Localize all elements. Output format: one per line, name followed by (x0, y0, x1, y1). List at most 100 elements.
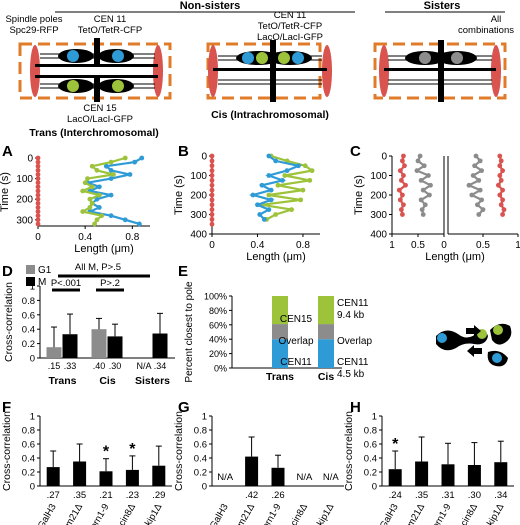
panel-b-x-tick-label: 0.8 (296, 240, 310, 251)
panel-c-x-tick-label: 0.5 (411, 240, 425, 251)
panel-f-y-tick-label: 1 (30, 412, 35, 423)
panel-c-series-gray-left-point (418, 177, 424, 183)
panel-letter-a: A (2, 143, 13, 160)
panel-f-y-tick-label: 0.8 (22, 426, 35, 437)
panel-c-y-tick-label: 400 (370, 230, 387, 241)
panel-a-series-red-point (35, 155, 41, 161)
panel-d-data-label: .40 (93, 361, 106, 371)
panel-d-data-label: .34 (154, 361, 167, 371)
panel-a-series-blue-point (108, 167, 114, 173)
panel-a-series-red-point (35, 221, 41, 227)
panel-letter-c: C (350, 143, 361, 160)
panel-h-category-label: brn1-9 (430, 502, 453, 525)
panel-d-legend-swatch-m (26, 277, 35, 286)
panel-c-series-red-left-point (400, 158, 405, 164)
panel-c-series-red-left-point (400, 192, 405, 198)
panel-g-y-tick-label: 1 (202, 412, 207, 423)
panel-h-data-label: .35 (415, 490, 428, 501)
panel-c-series-red-left-point (398, 177, 404, 183)
panel-f-bar (46, 467, 60, 486)
panel-a-x-tick-label: 0 (35, 232, 41, 243)
panel-b-series-red-point (209, 158, 215, 164)
panel-e-label-overlap: Overlap (278, 336, 313, 347)
panel-e-y-tick-label: 80% (209, 306, 227, 316)
panel-a-series-red-point (35, 163, 41, 169)
panel-g-bar (271, 467, 285, 486)
caption-cis: Cis (Intrachromosomal) (211, 109, 329, 121)
cis-lac-dot (256, 52, 268, 64)
panel-g-category-label: GalH3 (208, 502, 231, 525)
trans-cen11-dot (67, 50, 79, 62)
panel-h-category-label: cin8Δ (459, 501, 481, 525)
panel-c-series-red-right-point (498, 177, 504, 183)
panel-g-bar (245, 456, 259, 486)
panel-letter-h: H (350, 399, 361, 416)
panel-b-series-blue-point (257, 212, 263, 217)
panel-f-bar (152, 465, 166, 486)
label-spc29: Spc29-RFP (9, 25, 58, 36)
panel-a-series-blue-point (108, 192, 114, 198)
panel-c-y-tick-label: 100 (370, 171, 387, 182)
panel-e-y-tick-label: 40% (209, 335, 227, 345)
panel-c-series-gray-left-point (417, 153, 423, 159)
panel-e-label-cis-bot: CEN11 (337, 357, 369, 368)
panel-b-series-green-point (309, 168, 315, 174)
panel-a-series-green-point (108, 159, 114, 165)
header-sisters: Sisters (424, 0, 461, 12)
panel-b-series-red-point (209, 163, 215, 169)
panel-c-series-gray-left-point (420, 187, 426, 193)
cis-cen11-dot (242, 52, 254, 64)
panel-d-y-tick-label: 0.2 (22, 339, 35, 350)
panel-e-label-cen11: CEN11 (280, 357, 312, 368)
panel-g-y-tick-label: 0 (202, 482, 207, 493)
panel-a-series-red-point (35, 217, 41, 223)
panel-g-y-tick-label: 0.8 (194, 426, 207, 437)
panel-f-category-label: mcm21Δ (57, 501, 86, 525)
panel-a-series-green-point (92, 221, 97, 227)
panel-e-category-label: Trans (266, 371, 294, 383)
panel-f-data-label: .23 (126, 490, 139, 501)
panel-c-y-tick-label: 0 (381, 152, 387, 163)
panel-d-data-label: N/A (136, 361, 151, 371)
panel-b-series-red-point (209, 168, 215, 174)
panel-b-series-blue-point (268, 197, 274, 203)
panel-f-bar (99, 471, 113, 486)
panel-d-plot: 0 0.2 0.4 0.6 0.8 1 Cross-correlation .15.33 Tra… (3, 262, 175, 387)
panel-c-series-gray-right-point (466, 182, 472, 188)
panel-e-bar-cen15 (318, 296, 334, 325)
panel-e-bar-overlap (318, 324, 334, 340)
panel-h-bar (415, 461, 429, 486)
panel-a-series-red-point (35, 213, 41, 219)
panel-c-series-red-left-point (396, 187, 402, 193)
panel-a-series-red-point (35, 172, 41, 177)
panel-f-data-label: .35 (73, 490, 86, 501)
panel-g-y-tick-label: 0.4 (194, 454, 207, 465)
panel-a-series-green-point (96, 192, 102, 198)
panel-f-bar (73, 461, 87, 486)
panel-g-category-label: mcm21Δ (229, 501, 258, 525)
panel-e-y-tick-label: 60% (209, 320, 227, 330)
panel-e-bar-overlap (272, 324, 288, 340)
label-trans-cen11: CEN 11 (94, 14, 127, 25)
panel-c-series-gray-right-point (476, 212, 482, 217)
label-trans-tet: TetO/TetR-CFP (78, 25, 142, 36)
panel-c-series-gray-left-point (419, 207, 425, 213)
panel-b-series-blue-point (266, 153, 272, 159)
sisters-dot (419, 52, 431, 64)
panel-e-label-cis-top2: 9.4 kb (337, 310, 365, 321)
panel-f-category-label: kip1Δ (143, 501, 165, 525)
panel-c-y-axis-label: Time (s) (353, 175, 365, 215)
panel-e-y-tick-label: 100% (204, 292, 227, 302)
panel-a-series-green-point (82, 180, 88, 186)
panel-b-series-blue-point (259, 182, 265, 188)
panel-a-series-blue-point (108, 213, 114, 219)
panel-d-bar-m (107, 336, 123, 358)
panel-d-y-tick-label: 0.6 (22, 310, 35, 321)
panel-h-y-axis-label: Cross-correlation (343, 411, 355, 491)
panel-f-plot: 0 0.2 0.4 0.6 0.8 1 Cross-correlation .27GalH3.… (1, 411, 172, 525)
panel-d-annotation-p1: P<.001 (51, 278, 81, 289)
panel-f-data-label: .29 (152, 490, 165, 501)
cell-diagram (436, 323, 512, 367)
